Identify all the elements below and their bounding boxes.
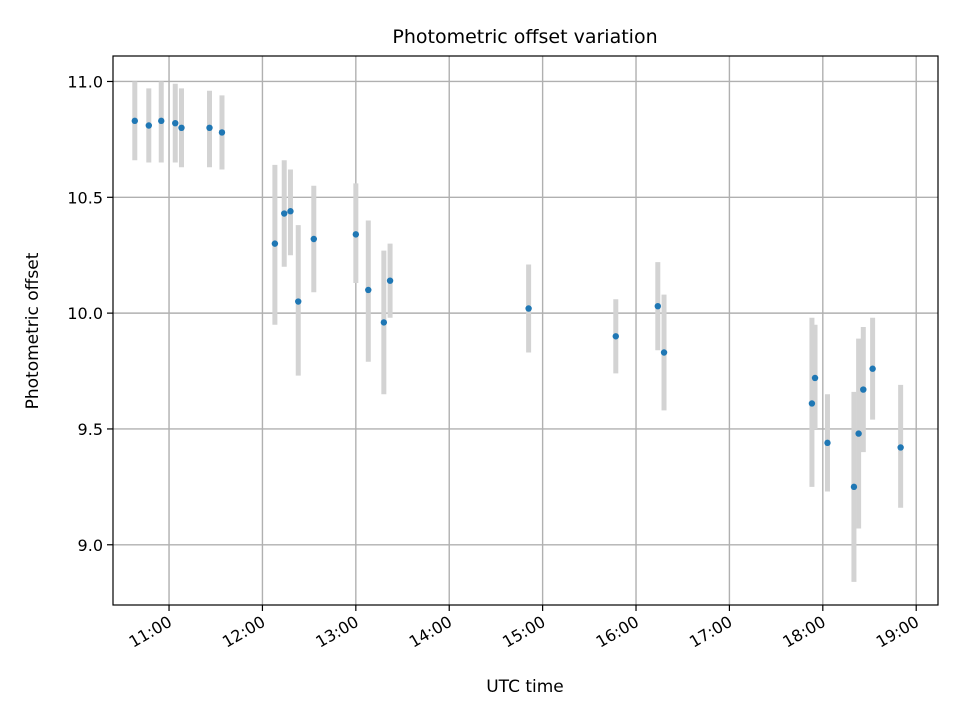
plot-frame xyxy=(112,55,939,606)
data-point xyxy=(172,119,179,127)
data-point xyxy=(352,231,360,238)
data-point xyxy=(855,430,862,437)
data-point xyxy=(287,208,294,215)
data-point xyxy=(206,124,213,132)
data-point xyxy=(612,333,619,340)
data-point xyxy=(860,386,867,393)
data-point xyxy=(218,129,226,136)
data-point xyxy=(281,210,288,217)
y-tick-label: 10.0 xyxy=(67,304,103,323)
data-point xyxy=(869,365,876,372)
data-point xyxy=(145,122,153,129)
data-point xyxy=(525,305,532,312)
chart-title: Photometric offset variation xyxy=(392,26,657,48)
y-axis-label: Photometric offset xyxy=(23,252,43,409)
data-point xyxy=(654,302,662,310)
data-point xyxy=(158,117,165,125)
y-axis-ticks: 9.0 9.5 10.0 10.5 11.0 xyxy=(67,72,113,555)
data-point xyxy=(660,349,668,356)
data-point xyxy=(897,444,904,451)
y-tick-label: 11.0 xyxy=(67,72,103,91)
data-point xyxy=(808,400,816,407)
data-point xyxy=(271,240,279,247)
y-tick-label: 9.5 xyxy=(78,420,103,439)
data-point xyxy=(310,235,318,243)
data-point xyxy=(178,124,185,132)
grid xyxy=(113,56,938,605)
data-point xyxy=(824,439,831,447)
y-tick-label: 9.0 xyxy=(78,536,103,555)
data-point xyxy=(295,298,302,305)
data-point xyxy=(365,286,372,294)
data-point xyxy=(131,117,138,125)
data-points xyxy=(131,117,904,491)
x-axis-label: UTC time xyxy=(486,677,564,697)
data-point xyxy=(380,319,388,326)
data-point xyxy=(811,374,819,382)
data-point xyxy=(850,483,858,491)
data-point xyxy=(386,277,394,284)
y-tick-label: 10.5 xyxy=(67,188,103,207)
